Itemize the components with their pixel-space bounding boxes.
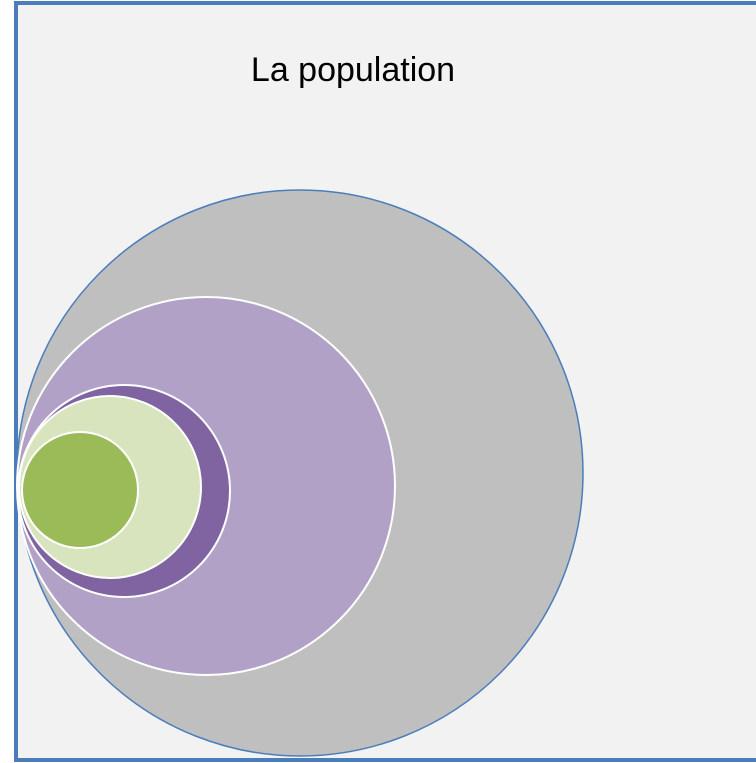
- title: La population: [251, 51, 455, 89]
- inner-circle: [21, 431, 139, 549]
